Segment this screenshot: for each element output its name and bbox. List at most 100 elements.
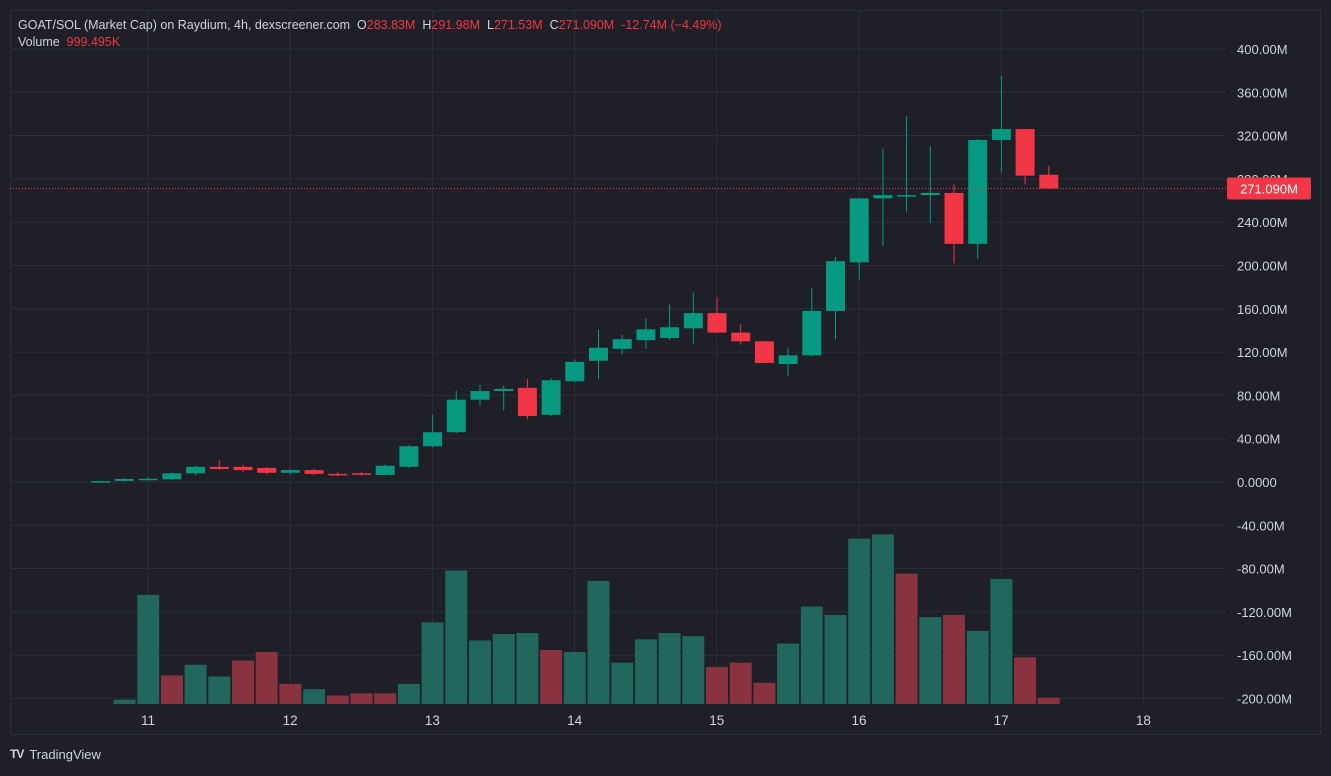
candle-body [423,432,443,447]
volume-bar [397,683,420,704]
volume-bar [919,617,942,704]
candle-body [446,399,466,433]
price-tick-label: 80.00M [1237,388,1280,403]
candle-body [304,470,324,474]
candle-body [778,355,798,365]
high-value: 291.98M [431,18,481,32]
volume-bar [160,675,183,704]
volume-bar [445,570,468,704]
volume-bar [303,689,326,704]
volume-bar [682,636,705,704]
price-tick-label: 0.0000 [1237,475,1277,490]
candle-body [849,198,869,263]
close-label: C [549,18,559,32]
close-value: 271.090M [558,18,615,32]
price-tick-label: 40.00M [1237,432,1280,447]
volume-bar [587,581,610,704]
last-price-tag: 271.090M [1227,177,1311,200]
volume-bar [113,699,136,704]
volume-bar [895,573,918,704]
price-tick-label: -200.00M [1237,692,1292,707]
candle-body [162,473,182,480]
candle-body [565,361,585,382]
legend-price-row: GOAT/SOL (Market Cap) on Raydium, 4h, de… [18,17,722,34]
candle-body [873,195,893,199]
candle-body [589,347,608,361]
candle-body [826,261,845,311]
candle-body [802,310,822,356]
candle-body [920,192,940,196]
volume-bar [421,622,444,704]
candle-body [257,467,277,473]
volume-bar [492,634,515,704]
candle-body [352,473,371,475]
volume-bar [824,614,847,704]
candle-body [91,481,111,483]
volume-bar [800,606,823,704]
volume-bar [469,640,491,704]
candle-body [612,339,632,349]
volume-bar [990,578,1013,704]
last-price-tag-background [1227,177,1311,200]
volume-bar [563,652,586,704]
volume-bar [871,534,894,704]
volume-bar [184,664,207,704]
chart-legend: GOAT/SOL (Market Cap) on Raydium, 4h, de… [18,17,722,51]
time-tick-label: 13 [425,713,440,728]
time-tick-label: 12 [283,713,298,728]
candle-body [968,139,988,244]
low-label: L [487,18,494,32]
volume-bar [634,639,657,704]
candle-body [636,329,656,341]
price-tick-label: 240.00M [1237,215,1288,230]
price-tick-label: -40.00M [1237,518,1285,533]
candle-body [944,192,964,244]
volume-bar [350,693,373,704]
volume-bar [279,683,302,704]
candle-body [186,466,206,474]
time-tick-label: 17 [994,713,1009,728]
time-tick-label: 11 [141,713,155,728]
candle-body [754,341,774,363]
volume-value: 999.495K [66,35,121,49]
tradingview-brand: TradingView [29,746,101,762]
time-tick-label: 18 [1136,713,1151,728]
volume-label[interactable]: Volume [18,35,60,49]
volume-bar [232,660,254,704]
volume-bar [374,693,397,704]
candle-body [138,478,158,481]
candles [91,76,1059,483]
price-tick-label: 360.00M [1237,85,1288,100]
volume-bar [611,662,634,704]
volume-bar [753,682,776,704]
candle-body [280,470,300,473]
volume-bar [966,630,989,704]
volume-bar [540,649,563,704]
price-tick-label: -160.00M [1237,648,1292,663]
volume-bar [658,632,681,704]
candle-body [494,388,514,392]
candle-body [541,380,561,415]
volume-bar [516,632,539,704]
time-axis[interactable]: 11 12 13 14 15 16 17 18 [141,713,1151,728]
price-tick-label: 400.00M [1237,42,1288,57]
volume-bar [326,695,349,704]
candle-body [517,387,537,416]
tradingview-attribution[interactable]: TV TradingView [10,743,101,765]
price-tick-label: -80.00M [1237,562,1285,577]
price-tick-label: 320.00M [1237,129,1288,144]
candle-body [470,391,490,400]
volume-bars [113,534,1060,704]
time-tick-label: 14 [567,713,583,728]
price-tick-label: 120.00M [1237,345,1288,360]
volume-bar [729,662,752,704]
grid-lines [10,10,1226,704]
candle-body [991,129,1011,140]
symbol-title[interactable]: GOAT/SOL (Market Cap) on Raydium, 4h, de… [18,18,351,32]
high-label: H [422,18,432,32]
candle-body [731,332,751,342]
last-price-tag-label: 271.090M [1240,182,1298,197]
candle-body [233,466,253,471]
